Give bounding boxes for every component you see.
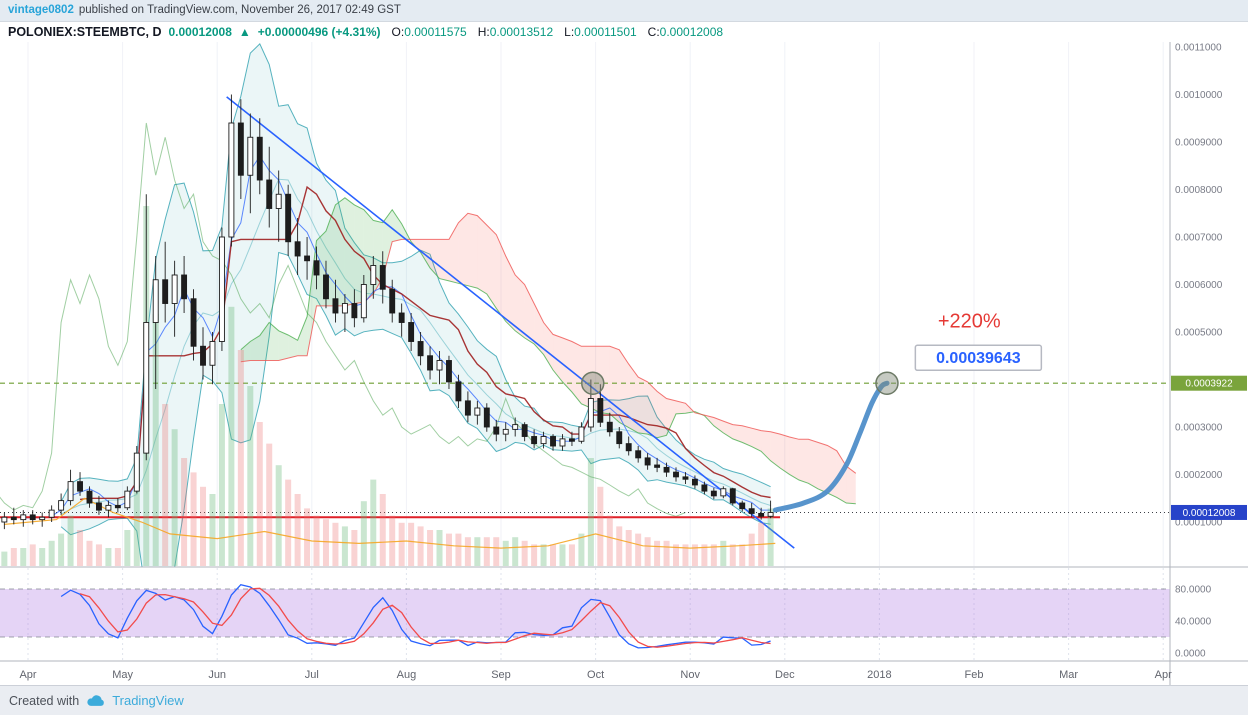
stochastic-pane [0,583,1170,649]
price-change: +0.00000496 (+4.31%) [257,25,381,39]
svg-text:0.00012008: 0.00012008 [1183,508,1236,519]
symbol-title[interactable]: POLONIEX:STEEMBTC, D [8,25,162,39]
time-tick: Oct [587,669,604,681]
percent-gain-label: +220% [938,310,1001,332]
volume-bars [1,206,776,566]
target-price-box [914,344,1043,372]
target-price-label: 0.00039643 [936,350,1021,367]
ohlc-open: O:0.00011575 [392,25,467,39]
stoch-tick: 80.0000 [1175,585,1212,596]
footer-bar: Created with TradingView [0,685,1248,715]
last-price: 0.00012008 [168,25,232,39]
price-chart[interactable]: +220% 0.00039643 0.0011000 0.0010000 0.00090… [0,42,1248,685]
target-price-badge [1171,375,1247,391]
tradingview-brand-link[interactable]: TradingView [112,693,184,708]
price-tick: 0.0006000 [1175,280,1223,291]
time-tick: Jul [305,669,319,681]
time-tick: Dec [775,669,795,681]
close-value: 0.00012008 [659,25,724,39]
symbol-bar: POLONIEX:STEEMBTC, D 0.00012008 ▲ +0.000… [0,22,1248,42]
high-label: H: [477,25,490,39]
price-tick: 0.0011000 [1175,43,1222,54]
ohlc-low: L:0.00011501 [564,25,637,39]
ohlc-close: C:0.00012008 [648,25,723,39]
candlestick-series [1,94,774,530]
price-tick: 0.0007000 [1175,233,1223,244]
open-value: 0.00011575 [404,25,467,39]
time-tick: Feb [965,669,984,681]
time-tick: Aug [397,669,417,681]
tradingview-logo-icon[interactable] [85,694,106,708]
target-marker [581,371,605,395]
open-label: O: [391,25,405,39]
time-tick: May [112,669,133,681]
created-with-text: Created with [9,693,80,708]
price-tick: 0.0002000 [1175,470,1223,481]
close-label: C: [647,25,660,39]
time-tick: Apr [19,669,36,681]
publish-bar: vintage0802 published on TradingView.com,… [0,0,1248,22]
price-axis[interactable]: 0.0011000 0.0010000 0.0009000 0.0008000 0.00… [0,42,1248,685]
stoch-tick: 40.0000 [1175,617,1212,628]
stoch-tick: 0.0000 [1175,649,1206,660]
grid-layer [27,42,1164,660]
publish-info: published on TradingView.com, November 2… [78,4,401,16]
up-arrow-icon: ▲ [238,25,251,39]
trendline[interactable] [226,96,795,549]
price-tick: 0.0008000 [1175,185,1223,196]
svg-text:0.0003922: 0.0003922 [1185,379,1233,390]
drawings-layer[interactable]: +220% 0.00039643 [581,310,1043,513]
price-tick: 0.0009000 [1175,138,1223,149]
price-tick: 0.0010000 [1175,90,1223,101]
ohlc-high: H:0.00013512 [478,25,553,39]
time-tick: Apr [1155,669,1172,681]
time-tick: Jun [208,669,226,681]
time-axis[interactable]: Apr May Jun Jul Aug Sep Oct Nov Dec 2018 Feb Mar Apr [19,669,1172,681]
price-tick: 0.0003000 [1175,423,1223,434]
time-tick: Sep [491,669,511,681]
time-tick: Nov [680,669,700,681]
price-tick: 0.0001000 [1175,518,1223,529]
time-tick: 2018 [867,669,891,681]
high-value: 0.00013512 [489,25,554,39]
low-label: L: [564,25,575,39]
time-tick: Mar [1059,669,1078,681]
target-marker [875,371,899,395]
low-value: 0.00011501 [574,25,637,39]
publisher-username[interactable]: vintage0802 [8,4,74,16]
current-price-badge [1171,504,1247,520]
projection-arrow [772,380,890,513]
price-tick: 0.0005000 [1175,328,1223,339]
